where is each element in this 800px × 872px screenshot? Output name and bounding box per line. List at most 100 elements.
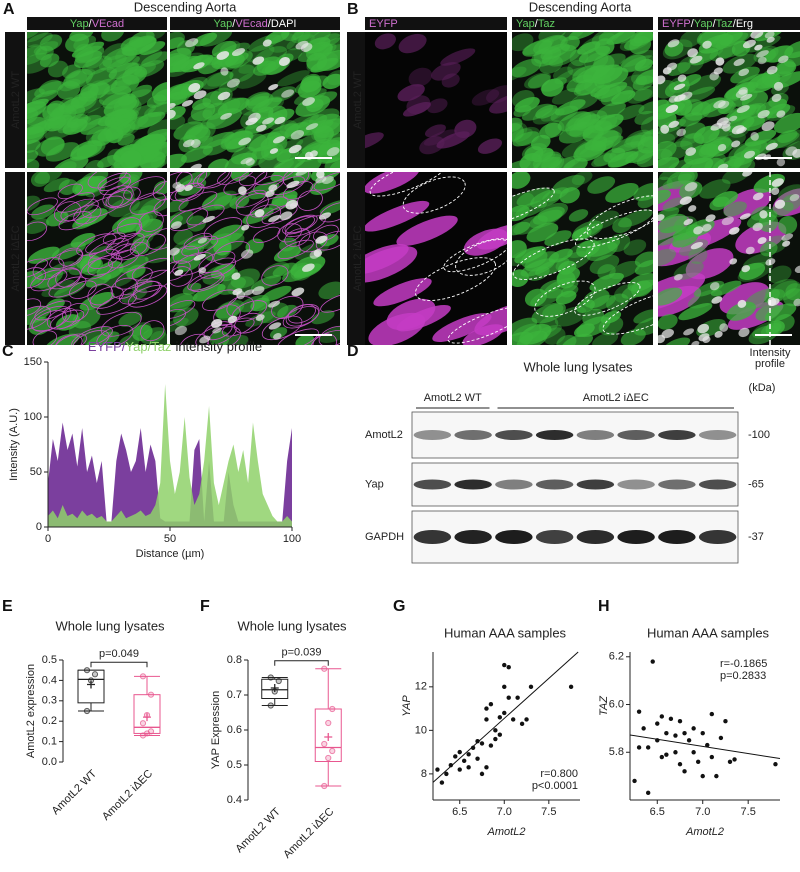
nucleus <box>702 223 712 232</box>
cell <box>772 129 800 149</box>
nucleus <box>256 124 267 132</box>
band <box>617 479 655 490</box>
outline <box>415 257 496 301</box>
point <box>506 695 511 700</box>
junction <box>282 214 318 235</box>
cell <box>202 138 231 156</box>
cell <box>658 213 688 234</box>
cell <box>667 62 691 76</box>
junction <box>140 320 165 342</box>
point <box>650 659 655 664</box>
band <box>698 430 737 440</box>
y-axis-label: TAZ <box>598 695 610 716</box>
y-tick-label: 0.8 <box>227 654 242 666</box>
cell <box>103 121 124 140</box>
nucleus <box>175 184 186 193</box>
junction <box>72 330 110 345</box>
cell <box>527 73 551 89</box>
eyfp-cell <box>365 200 430 232</box>
label-part: / <box>713 18 717 30</box>
mean <box>324 733 333 741</box>
y-tick-label: 0.4 <box>227 794 242 806</box>
junction <box>34 300 72 321</box>
nucleus <box>279 211 293 221</box>
cell <box>41 279 76 297</box>
point <box>695 759 701 765</box>
outline <box>455 239 507 276</box>
cell <box>659 172 684 181</box>
blot-row-label: Yap <box>365 478 384 490</box>
junction <box>170 309 186 328</box>
nucleus <box>731 125 745 135</box>
junction <box>27 197 58 216</box>
cell <box>606 32 636 45</box>
cell <box>471 89 500 106</box>
junction <box>287 304 316 324</box>
panel-letter: F <box>200 598 210 615</box>
y-tick-label: 0.0 <box>42 756 57 768</box>
cell <box>784 40 800 59</box>
nucleus <box>326 147 340 157</box>
cell <box>102 46 138 68</box>
junction <box>318 325 340 345</box>
eyfp-cell <box>685 248 734 280</box>
unit-label: (kDa) <box>749 382 776 394</box>
junction <box>129 192 166 215</box>
y-tick-label: 0.1 <box>42 736 57 748</box>
cell <box>587 176 616 194</box>
nucleus <box>658 334 666 344</box>
point <box>691 750 696 755</box>
outline <box>443 238 507 273</box>
nucleus <box>193 90 207 100</box>
nucleus <box>709 282 720 291</box>
nucleus <box>240 249 254 259</box>
cell <box>594 113 624 132</box>
band <box>495 479 533 490</box>
cell <box>577 41 601 55</box>
nucleus <box>738 327 750 338</box>
point <box>321 782 328 790</box>
cell <box>306 52 328 71</box>
cell <box>603 147 626 163</box>
y-tick-label: 12 <box>415 681 427 693</box>
point <box>457 767 462 772</box>
significance-bracket <box>274 660 329 666</box>
nucleus <box>740 93 753 101</box>
junction <box>127 284 167 308</box>
annotation: r=-0.1865 <box>720 658 767 670</box>
junction <box>172 251 214 276</box>
junction <box>183 232 213 250</box>
nucleus <box>757 56 767 65</box>
legend-entry: Yap/Taz <box>125 339 171 354</box>
junction <box>100 311 142 337</box>
x-tick-label: AmotL2 WT <box>233 806 283 856</box>
cell <box>761 69 781 87</box>
nucleus <box>714 331 723 338</box>
nucleus <box>759 210 768 219</box>
label-part: DAPI <box>271 18 297 30</box>
point <box>493 728 498 733</box>
band <box>535 479 574 490</box>
nucleus <box>273 136 286 144</box>
cell <box>135 218 164 239</box>
nucleus <box>761 121 775 132</box>
point <box>515 695 520 700</box>
cell <box>108 62 139 80</box>
y-tick-label: 100 <box>24 411 42 423</box>
cell <box>544 230 572 247</box>
junction <box>56 192 95 213</box>
nucleus <box>188 83 201 93</box>
junction <box>105 232 145 255</box>
nucleus <box>774 199 786 209</box>
cell <box>589 272 624 292</box>
nucleus <box>245 117 258 126</box>
cell <box>170 54 190 73</box>
junction <box>178 191 218 212</box>
cell <box>294 133 327 151</box>
cell <box>717 40 750 59</box>
nucleus <box>232 288 243 296</box>
cell <box>58 161 77 168</box>
junction <box>54 334 83 345</box>
point <box>519 721 525 727</box>
nucleus <box>731 140 741 148</box>
